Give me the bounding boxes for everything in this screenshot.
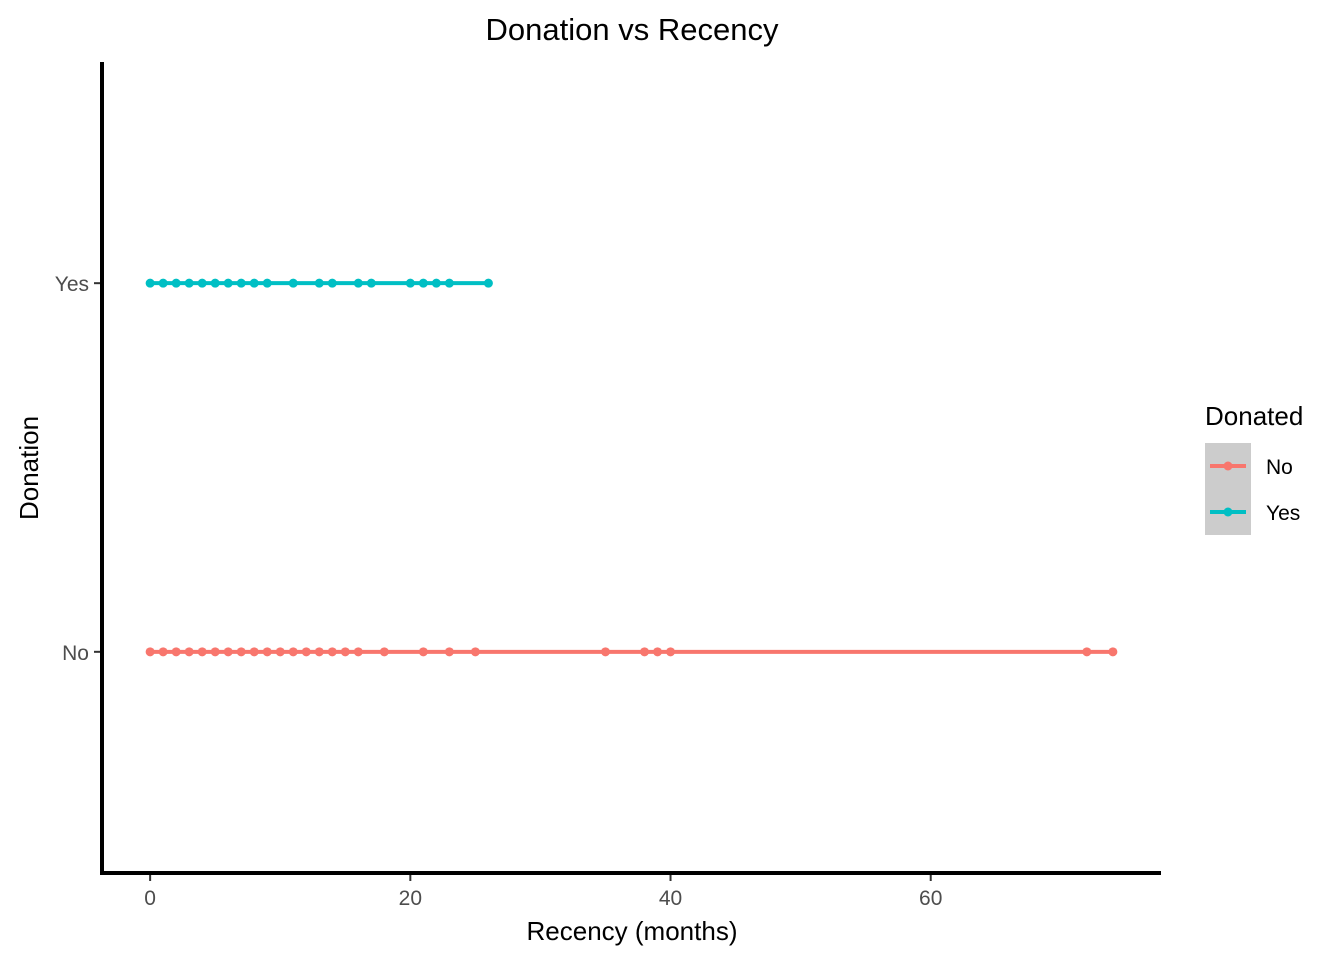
data-point-yes — [249, 278, 259, 288]
y-tick-label: Yes — [55, 273, 89, 296]
data-point-yes — [236, 278, 246, 288]
legend-key-point-yes — [1223, 507, 1233, 517]
legend-label-no: No — [1266, 456, 1293, 479]
data-point-no — [210, 647, 220, 657]
plot-area — [145, 278, 1118, 657]
data-point-no — [158, 647, 168, 657]
x-axis-title: Recency (months) — [527, 916, 738, 946]
y-axis-ticks: No Yes — [55, 273, 100, 665]
data-point-yes — [145, 278, 155, 288]
data-point-no — [600, 647, 610, 657]
data-point-no — [184, 647, 194, 657]
data-point-no — [353, 647, 363, 657]
data-point-no — [340, 647, 350, 657]
data-point-no — [145, 647, 155, 657]
data-point-no — [327, 647, 337, 657]
data-point-no — [262, 647, 272, 657]
data-point-yes — [431, 278, 441, 288]
x-tick-label: 60 — [919, 887, 942, 910]
data-point-no — [1082, 647, 1092, 657]
data-point-no — [301, 647, 311, 657]
legend: Donated No Yes — [1205, 401, 1303, 535]
data-point-no — [236, 647, 246, 657]
data-point-yes — [158, 278, 168, 288]
chart-title: Donation vs Recency — [486, 12, 779, 47]
data-point-yes — [314, 278, 324, 288]
data-point-no — [314, 647, 324, 657]
data-point-no — [470, 647, 480, 657]
x-axis-ticks: 0 20 40 60 — [144, 875, 942, 910]
legend-label-yes: Yes — [1266, 502, 1300, 525]
data-point-yes — [353, 278, 363, 288]
data-point-no — [288, 647, 298, 657]
data-point-yes — [483, 278, 493, 288]
data-point-no — [275, 647, 285, 657]
data-point-no — [171, 647, 181, 657]
data-point-yes — [262, 278, 272, 288]
data-point-yes — [366, 278, 376, 288]
x-tick-label: 40 — [659, 887, 682, 910]
legend-key-point-no — [1223, 461, 1233, 471]
legend-items: No Yes — [1210, 456, 1300, 525]
data-point-no — [249, 647, 259, 657]
data-point-no — [418, 647, 428, 657]
data-point-no — [197, 647, 207, 657]
data-point-no — [1108, 647, 1118, 657]
x-tick-label: 0 — [144, 887, 156, 910]
data-point-yes — [405, 278, 415, 288]
y-tick-label: No — [62, 642, 89, 665]
data-point-no — [666, 647, 676, 657]
y-axis-title: Donation — [14, 416, 44, 520]
legend-title: Donated — [1205, 401, 1303, 431]
x-tick-label: 20 — [399, 887, 422, 910]
data-point-yes — [223, 278, 233, 288]
data-point-yes — [327, 278, 337, 288]
data-point-no — [379, 647, 389, 657]
data-point-yes — [171, 278, 181, 288]
data-point-yes — [444, 278, 454, 288]
data-point-yes — [418, 278, 428, 288]
data-point-yes — [184, 278, 194, 288]
data-point-yes — [210, 278, 220, 288]
legend-key-background — [1205, 443, 1251, 535]
data-point-no — [640, 647, 650, 657]
data-point-yes — [288, 278, 298, 288]
data-point-no — [653, 647, 663, 657]
data-point-yes — [197, 278, 207, 288]
data-point-no — [223, 647, 233, 657]
data-point-no — [444, 647, 454, 657]
